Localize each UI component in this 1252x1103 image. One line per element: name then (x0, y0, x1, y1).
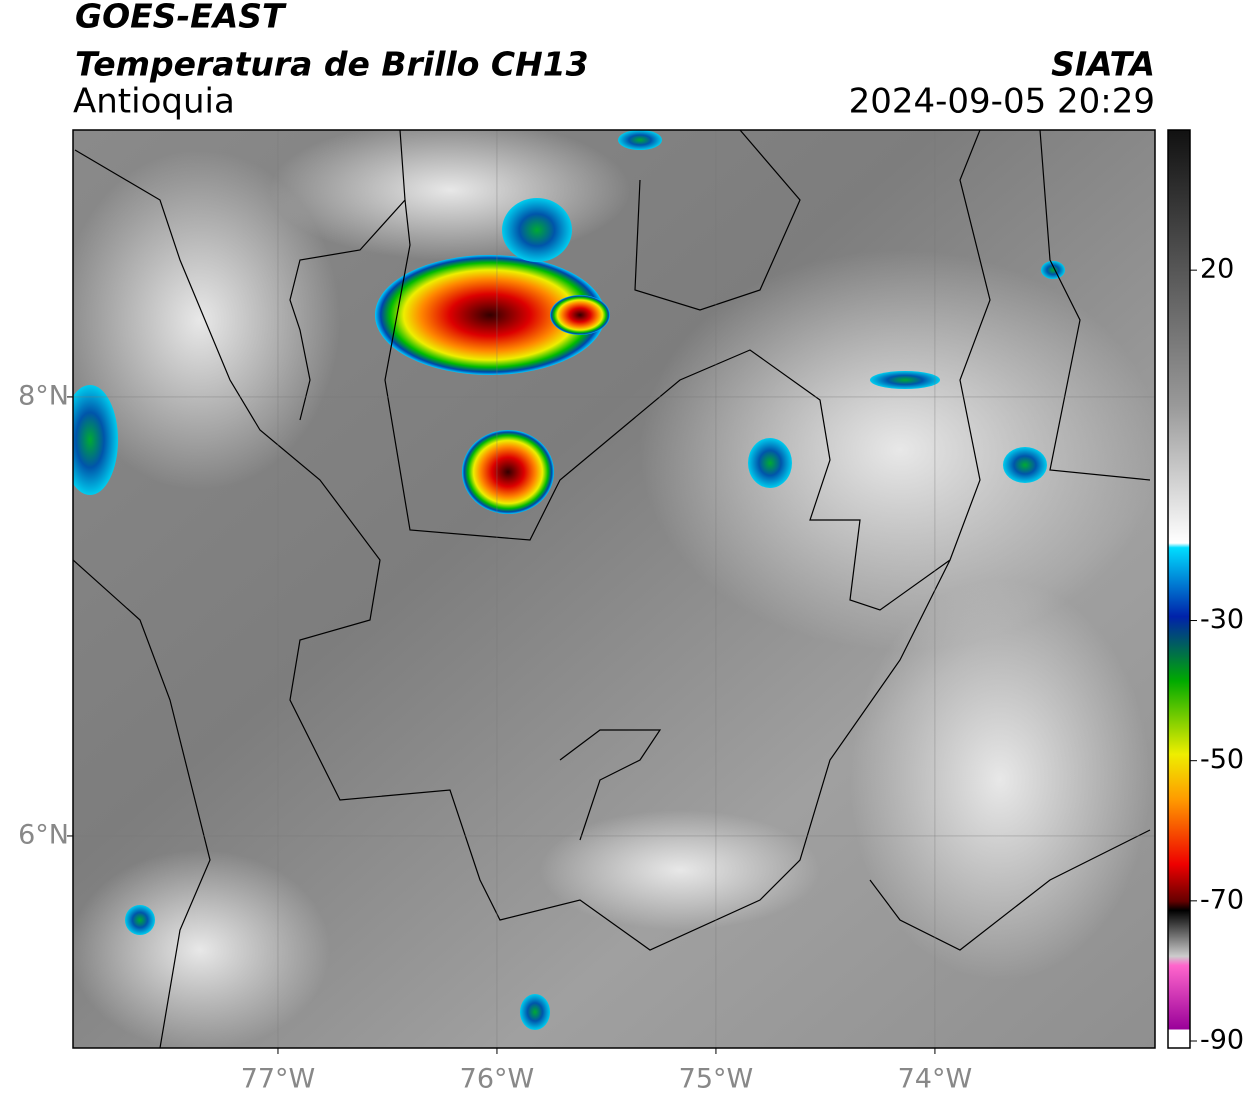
y-tick-label: 8°N (18, 380, 69, 411)
colorbar-label: -90 (1200, 1024, 1244, 1055)
y-tick-label: 6°N (18, 819, 69, 850)
map-image (73, 130, 1155, 1048)
colorbar (1167, 129, 1191, 1049)
product: Temperatura de Brillo CH13 (75, 45, 589, 84)
colorbar-label: 20 (1200, 254, 1234, 285)
grid (73, 130, 1155, 1048)
colorbar-label: -70 (1200, 884, 1244, 915)
x-tick-label: 74°W (898, 1064, 973, 1095)
source: SIATA (1051, 45, 1155, 84)
colorbar-label: -30 (1200, 604, 1244, 635)
satellite: GOES-EAST (75, 0, 287, 36)
x-tick-label: 75°W (679, 1064, 754, 1095)
map-frame (72, 129, 1156, 1049)
colorbar-label: -50 (1200, 744, 1244, 775)
datetime: 2024-09-05 20:29 (849, 82, 1155, 122)
x-tick-label: 77°W (241, 1064, 316, 1095)
x-tick-label: 76°W (460, 1064, 535, 1095)
region: Antioquia (73, 82, 235, 122)
